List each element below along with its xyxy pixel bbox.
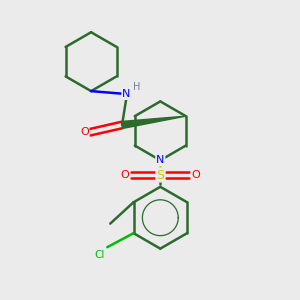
Text: H: H: [133, 82, 140, 92]
Text: O: O: [80, 127, 89, 137]
Text: O: O: [191, 170, 200, 180]
Polygon shape: [122, 116, 186, 128]
Text: N: N: [122, 89, 130, 99]
Text: Cl: Cl: [95, 250, 105, 260]
Text: N: N: [156, 155, 164, 165]
Text: S: S: [156, 169, 164, 182]
Text: O: O: [121, 170, 129, 180]
